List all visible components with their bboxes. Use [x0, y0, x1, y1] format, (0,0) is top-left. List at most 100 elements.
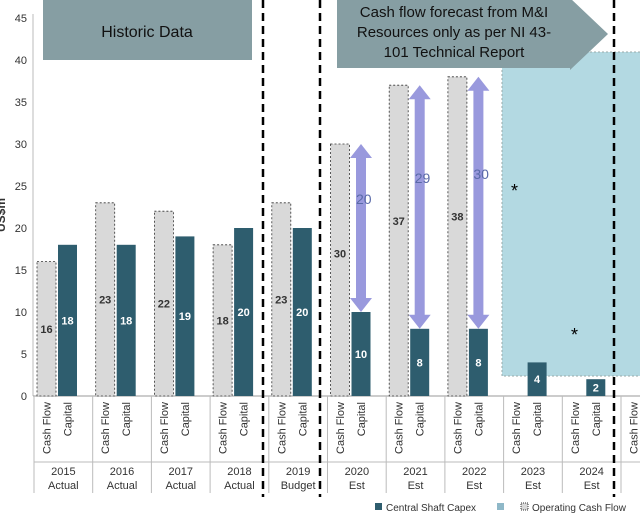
- capital-bar: [116, 244, 136, 396]
- asterisk-note: *: [571, 325, 578, 345]
- gap-arrow-shaft: [473, 88, 484, 317]
- x-sub-label-capital: Capital: [239, 402, 251, 436]
- forecast-banner-text: Resources only as per NI 43-: [357, 24, 551, 41]
- x-year-label: 2018: [227, 466, 251, 478]
- capital-value-label: 2: [593, 383, 599, 395]
- y-tick-label: 0: [21, 391, 27, 403]
- x-period-type-label: Est: [408, 480, 424, 492]
- legend-swatch-forecast: [497, 503, 504, 510]
- y-tick-label: 45: [15, 13, 27, 25]
- x-year-label: 2016: [110, 466, 134, 478]
- x-year-label: 2020: [345, 466, 369, 478]
- legend-label-operating-cash-flow: Operating Cash Flow: [532, 503, 627, 514]
- capital-bar: [586, 379, 606, 396]
- capital-value-label: 20: [296, 307, 308, 319]
- cash-flow-value-label: 16: [40, 324, 52, 336]
- cash-flow-bar: [153, 210, 174, 397]
- gap-arrow-shaft: [414, 97, 425, 317]
- y-tick-label: 30: [15, 139, 27, 151]
- x-period-type-label: Budget: [281, 480, 316, 492]
- x-year-label: 2024: [579, 466, 603, 478]
- capital-bar: [410, 328, 430, 396]
- capital-value-label: 10: [355, 349, 367, 361]
- asterisk-note: *: [511, 181, 518, 201]
- x-sub-label-capital: Capital: [591, 402, 603, 436]
- y-tick-label: 15: [15, 265, 27, 277]
- x-year-label: 2022: [462, 466, 486, 478]
- capital-bar: [527, 362, 547, 396]
- y-tick-label: 35: [15, 97, 27, 109]
- cash-flow-bar: [95, 202, 116, 397]
- gap-arrow-head-down: [408, 314, 431, 329]
- x-period-type-label: Est: [466, 480, 482, 492]
- cash-flow-value-label: 23: [99, 294, 111, 306]
- cash-flow-bar: [271, 202, 292, 397]
- x-sub-label-cash-flow: Cash Flow: [394, 402, 406, 454]
- x-period-type-label: Est: [584, 480, 600, 492]
- cash-flow-value-label: 18: [216, 315, 228, 327]
- y-tick-label: 20: [15, 223, 27, 235]
- x-sub-label-cash-flow: Cash Flow: [218, 402, 230, 454]
- y-tick-label: 25: [15, 181, 27, 193]
- capital-value-label: 8: [417, 357, 423, 369]
- x-sub-label-capital: Capital: [180, 402, 192, 436]
- x-period-type-label: Actual: [165, 480, 196, 492]
- cash-flow-value-label: 22: [158, 299, 170, 311]
- legend-swatch-central-shaft-capex: [375, 503, 382, 510]
- capital-value-label: 20: [237, 307, 249, 319]
- x-sub-label-capital: Capital: [63, 402, 75, 436]
- capital-bar: [175, 236, 195, 396]
- x-sub-label-cash-flow: Cash Flow: [159, 402, 171, 454]
- capital-value-label: 19: [179, 311, 191, 323]
- x-period-type-label: Actual: [48, 480, 79, 492]
- gap-arrow-head-up: [467, 76, 490, 91]
- x-sub-label-cash-flow: Cash Flow: [511, 402, 523, 454]
- capital-value-label: 8: [475, 357, 481, 369]
- capital-bar: [292, 228, 312, 396]
- x-sub-label-cash-flow: Cash Flow: [42, 402, 54, 454]
- x-sub-label-capital: Capital: [121, 402, 133, 436]
- x-sub-label-cash-flow: Cash Flow: [629, 402, 640, 454]
- cash-flow-bar: [36, 261, 57, 397]
- x-sub-label-capital: Capital: [297, 402, 309, 436]
- x-sub-label-cash-flow: Cash Flow: [452, 402, 464, 454]
- x-sub-label-cash-flow: Cash Flow: [335, 402, 347, 454]
- capital-bar: [468, 328, 488, 396]
- forecast-banner-text: Cash flow forecast from M&I: [360, 4, 548, 21]
- gap-value-label: 29: [415, 170, 431, 186]
- gap-arrow-head-up: [408, 85, 431, 100]
- gap-arrow-head-up: [350, 144, 372, 158]
- x-sub-label-cash-flow: Cash Flow: [570, 402, 582, 454]
- gap-arrow-head-down: [350, 298, 372, 312]
- x-sub-label-capital: Capital: [356, 402, 368, 436]
- x-year-label: 2023: [521, 466, 545, 478]
- y-tick-label: 5: [21, 349, 27, 361]
- cash-flow-value-label: 23: [275, 294, 287, 306]
- x-sub-label-capital: Capital: [532, 402, 544, 436]
- x-year-label: 2021: [403, 466, 427, 478]
- legend-swatch-operating-cash-flow: [520, 502, 529, 511]
- x-year-label: 2015: [51, 466, 75, 478]
- cash-flow-bar: [212, 244, 233, 397]
- x-period-type-label: Actual: [224, 480, 255, 492]
- legend-label-central-shaft-capex: Central Shaft Capex: [386, 503, 476, 514]
- capital-bar: [234, 228, 254, 396]
- capital-bar: [58, 244, 77, 396]
- capital-bar: [351, 312, 371, 396]
- cash-flow-value-label: 37: [393, 216, 405, 228]
- x-year-label: 2017: [169, 466, 193, 478]
- forecast-region: [501, 51, 640, 377]
- y-tick-label: 40: [15, 55, 27, 67]
- cash-flow-bar: [330, 143, 350, 397]
- x-period-type-label: Actual: [107, 480, 138, 492]
- historic-data-banner-text: Historic Data: [101, 24, 193, 41]
- cash-flow-bar: [388, 84, 409, 397]
- gap-arrow-shaft: [356, 156, 366, 300]
- y-axis-label: US$m: [0, 198, 8, 232]
- y-tick-label: 10: [15, 307, 27, 319]
- capital-value-label: 4: [534, 374, 541, 386]
- capital-value-label: 18: [61, 315, 73, 327]
- x-period-type-label: Est: [349, 480, 365, 492]
- x-year-label: 2019: [286, 466, 310, 478]
